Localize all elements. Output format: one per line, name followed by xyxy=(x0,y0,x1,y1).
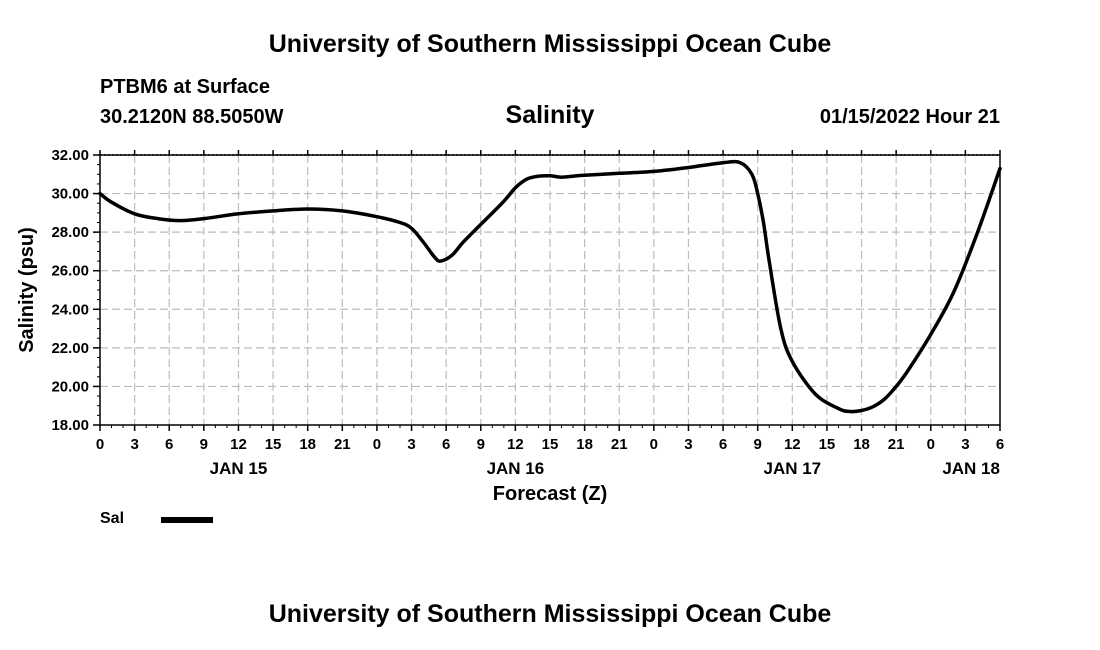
y-tick-label: 18.00 xyxy=(51,417,89,434)
x-axis-title: Forecast (Z) xyxy=(493,483,607,505)
y-tick-label: 26.00 xyxy=(51,263,89,280)
x-tick-label: 18 xyxy=(853,436,870,453)
x-tick-label: 3 xyxy=(961,436,969,453)
x-tick-label: 12 xyxy=(230,436,247,453)
chart-org-title: University of Southern Mississippi Ocean… xyxy=(268,30,832,58)
x-tick-label: 3 xyxy=(130,436,138,453)
chart-title: Salinity xyxy=(505,101,595,129)
x-tick-label: 3 xyxy=(407,436,415,453)
forecast-datetime: 01/15/2022 Hour 21 xyxy=(819,106,1000,128)
x-tick-label: 21 xyxy=(334,436,351,453)
plot-frame xyxy=(99,154,1001,426)
station-coordinates: 30.2120N 88.5050W xyxy=(100,106,284,128)
legend-line-swatch xyxy=(161,517,213,523)
x-tick-label: 9 xyxy=(754,436,762,453)
date-label: JAN 17 xyxy=(763,459,821,478)
x-tick-label: 3 xyxy=(684,436,692,453)
y-tick-label: 28.00 xyxy=(51,224,89,241)
footer-org-title: University of Southern Mississippi Ocean… xyxy=(268,600,832,628)
date-label: JAN 15 xyxy=(210,459,268,478)
date-label: JAN 16 xyxy=(487,459,545,478)
chart-series xyxy=(98,159,1002,414)
y-tick-label: 22.00 xyxy=(51,340,89,357)
x-tick-label: 6 xyxy=(996,436,1004,453)
x-tick-label: 9 xyxy=(200,436,208,453)
x-tick-label: 0 xyxy=(373,436,381,453)
x-tick-label: 0 xyxy=(927,436,935,453)
x-tick-label: 0 xyxy=(96,436,104,453)
x-tick-label: 15 xyxy=(819,436,836,453)
x-tick-label: 6 xyxy=(165,436,173,453)
series-line-sal xyxy=(98,159,1002,414)
y-tick-label: 30.00 xyxy=(51,186,89,203)
legend-label: Sal xyxy=(100,510,125,527)
y-axis-title: Salinity (psu) xyxy=(16,227,38,353)
x-tick-label: 0 xyxy=(650,436,658,453)
y-tick-label: 24.00 xyxy=(51,301,89,318)
y-tick-label: 32.00 xyxy=(51,147,89,164)
x-tick-label: 6 xyxy=(719,436,727,453)
station-label: PTBM6 at Surface xyxy=(100,76,271,98)
x-tick-label: 21 xyxy=(888,436,905,453)
x-tick-label: 12 xyxy=(784,436,801,453)
x-tick-label: 6 xyxy=(442,436,450,453)
chart-axes: 0 3 6 9 12 15 18 21 0 3 6 9 12 15 18 21 0 3 6 9 12 15 18 21 0 3 6 1… xyxy=(16,147,1004,505)
chart-grid xyxy=(100,155,1000,425)
x-tick-label: 9 xyxy=(477,436,485,453)
x-tick-label: 15 xyxy=(542,436,559,453)
y-tick-label: 20.00 xyxy=(51,378,89,395)
x-tick-label: 12 xyxy=(507,436,524,453)
x-tick-label: 15 xyxy=(265,436,282,453)
x-tick-label: 18 xyxy=(576,436,593,453)
date-label: JAN 18 xyxy=(942,459,1000,478)
x-tick-label: 21 xyxy=(611,436,628,453)
x-tick-label: 18 xyxy=(299,436,316,453)
